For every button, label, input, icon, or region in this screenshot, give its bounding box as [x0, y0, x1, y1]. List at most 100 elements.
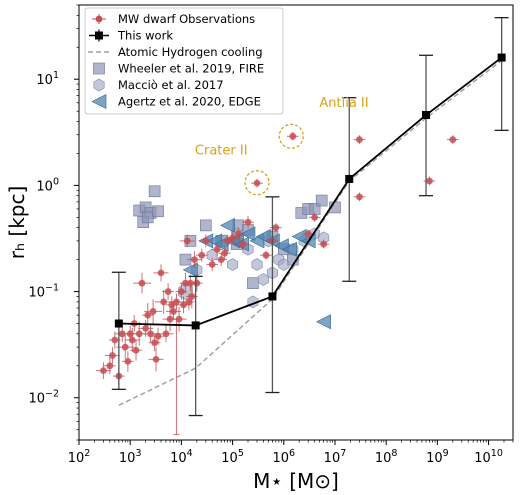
- this-work-line: [118, 56, 503, 327]
- legend-entry: Macciò et al. 2017: [93, 78, 224, 92]
- observation-point: [446, 135, 459, 144]
- observation-point: [251, 178, 263, 188]
- maccio-point: [227, 258, 239, 271]
- agertz-point: [315, 314, 331, 330]
- observation-point: [270, 223, 282, 233]
- observation-point: [211, 242, 224, 256]
- this-work-point: [191, 321, 200, 330]
- this-work-error-bar: [494, 17, 509, 131]
- observation-point: [143, 325, 159, 343]
- observation-point: [148, 347, 164, 372]
- x-tick-label: 103: [119, 448, 142, 466]
- observation-point: [175, 283, 188, 300]
- observation-point: [158, 325, 174, 343]
- this-work-point: [497, 53, 506, 62]
- wheeler-point: [141, 211, 154, 224]
- this-work-error-bar: [419, 54, 434, 197]
- observation-point: [124, 327, 140, 353]
- axis-ticks: 102 103 104 105 106 107 108 109 1010 10−2 10−1 100 1…: [28, 4, 514, 466]
- x-tick-label: 102: [68, 448, 91, 466]
- x-axis-label: M⋆ [M⊙]: [253, 469, 339, 493]
- annotation-label: Crater II: [195, 144, 248, 159]
- observation-point: [242, 215, 254, 229]
- this-work-point: [345, 174, 354, 183]
- observation-point: [165, 303, 181, 320]
- observation-point: [286, 131, 299, 141]
- legend-label: Wheeler et al. 2019, FIRE: [118, 62, 264, 76]
- legend: MW dwarf Observations This work Atomic Hyd…: [84, 7, 284, 115]
- annotations: Antlia II Crater II: [195, 96, 369, 196]
- observation-point: [122, 351, 134, 372]
- y-tick-label: 100: [36, 176, 59, 194]
- observation-point: [260, 250, 272, 260]
- observation-point: [190, 274, 203, 292]
- observation-point: [171, 307, 187, 332]
- x-tick-label: 104: [170, 448, 193, 466]
- wheeler-point: [315, 194, 328, 207]
- agertz-point: [240, 226, 256, 242]
- observation-point: [141, 303, 154, 328]
- wheeler-point: [247, 277, 259, 289]
- this-work-point: [268, 292, 277, 301]
- observation-point: [130, 339, 142, 361]
- x-tick-label: 1010: [474, 448, 503, 466]
- this-work-point: [422, 111, 431, 120]
- maccio-point: [251, 258, 263, 271]
- plot-frame: [78, 4, 514, 441]
- agertz-point: [281, 241, 297, 257]
- observation-point: [353, 192, 366, 202]
- observation-point: [144, 299, 163, 324]
- y-tick-label: 10−1: [28, 283, 59, 301]
- mw-dwarf-observations-series: [95, 131, 459, 436]
- this-work-error-bar: [111, 271, 126, 390]
- observation-point: [132, 272, 152, 294]
- x-tick-label: 105: [221, 448, 244, 466]
- agertz-point: [182, 262, 198, 278]
- observation-point: [170, 293, 183, 311]
- y-tick-label: 101: [36, 70, 59, 88]
- observation-point: [199, 234, 212, 248]
- observation-point: [162, 283, 174, 300]
- x-tick-label: 106: [272, 448, 295, 466]
- legend-label: Macciò et al. 2017: [118, 78, 224, 92]
- annotation-circle: [244, 170, 270, 196]
- observation-point: [186, 251, 202, 269]
- observation-point: [152, 327, 164, 345]
- legend-entry: Agertz et al. 2020, EDGE: [91, 94, 261, 109]
- wheeler-point: [148, 185, 161, 198]
- this-work-error-bar: [188, 275, 203, 417]
- observation-point: [206, 258, 219, 271]
- observation-point: [176, 296, 191, 314]
- annotation-label: Antlia II: [319, 96, 368, 111]
- wheeler-point: [152, 205, 164, 218]
- maccio-point: [278, 258, 290, 271]
- legend-entry: This work: [89, 29, 173, 43]
- observation-point: [114, 325, 130, 343]
- observation-point: [104, 347, 120, 364]
- observation-point: [423, 176, 436, 186]
- observation-point: [302, 229, 315, 239]
- observation-point: [221, 234, 234, 248]
- legend-entry: MW dwarf Observations: [92, 12, 255, 26]
- observation-point: [218, 246, 231, 260]
- legend-label: Agertz et al. 2020, EDGE: [118, 95, 261, 109]
- legend-label: This work: [117, 29, 173, 43]
- observation-point: [179, 234, 195, 248]
- legend-label: MW dwarf Observations: [118, 12, 255, 26]
- x-tick-label: 108: [375, 448, 398, 466]
- legend-box: [84, 7, 284, 115]
- legend-label: Atomic Hydrogen cooling: [118, 45, 263, 59]
- agertz-point: [219, 217, 235, 233]
- observation-point: [232, 227, 245, 241]
- plot-area: Antlia II Crater II: [78, 4, 514, 441]
- observation-point: [186, 284, 198, 309]
- legend-entry: Atomic Hydrogen cooling: [88, 45, 263, 59]
- observation-point: [153, 264, 169, 282]
- this-work-point: [114, 319, 123, 328]
- y-axis-label: rₕ [kpc]: [5, 186, 29, 260]
- wheeler-point: [200, 219, 212, 232]
- legend-entry: Wheeler et al. 2019, FIRE: [93, 62, 264, 76]
- annotation-circle: [278, 123, 304, 149]
- observation-point: [154, 289, 173, 314]
